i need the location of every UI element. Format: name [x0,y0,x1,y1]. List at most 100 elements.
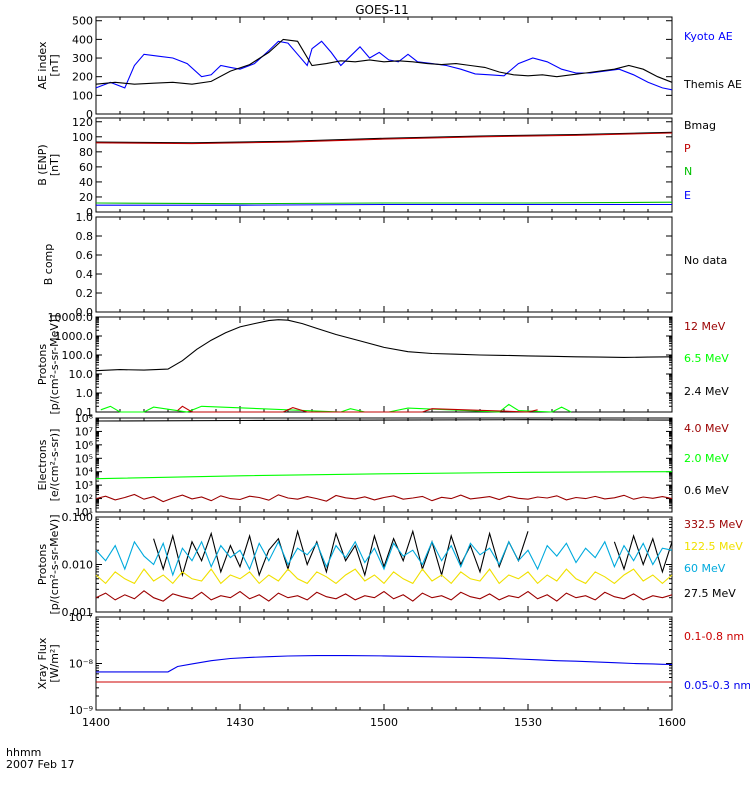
y-tick-label: 1.0 [76,387,94,400]
series-line-60-mev [95,540,673,577]
series-line-6-5-mev [100,403,572,413]
x-tick-label: 1500 [370,716,398,729]
legend-entry: 0.1-0.8 nm [684,630,744,643]
y-tick-label: 100 [72,89,93,102]
legend-entry: E [684,189,691,202]
y-tick-label: 10⁶ [75,439,94,452]
y-tick-label: 120 [72,116,93,129]
y-tick-label: 10⁸ [75,412,94,425]
legend-entry: P [684,142,691,155]
panel-frame [95,516,673,613]
panel-bfield: 0 20 40 60 80 100 120 B (ENP) [nT] Bmag PNE [36,116,716,219]
y-axis-label: AE index [36,41,49,90]
y-tick-label: 0 [86,108,93,121]
legend-entry: 2.0 MeV [684,452,729,465]
series-line-0-05-0-3-nm [96,655,673,673]
y-tick-label: 10000.0 [48,311,94,324]
x-tick-label: 1600 [658,716,686,729]
panel-protons: 0.1 1.0 10.0 100.0 1000.0 10000.0 Protons [p/(c… [36,311,729,419]
y-tick-label: 40 [79,176,93,189]
x-tick-label: 1430 [226,716,254,729]
y-tick-label: 0.1 [76,406,94,419]
series-line-12-mev [177,405,538,413]
y-tick-label: 0.0 [76,306,94,319]
legend-entry: 122.5 MeV [684,540,743,553]
panel-frame [95,16,673,115]
y-tick-label: 10⁻⁷ [69,611,93,624]
legend-entry: 60 MeV [684,562,726,575]
legend-entry: 0.05-0.3 nm [684,679,750,692]
y-tick-label: 100.0 [62,349,94,362]
legend-entry: 2.4 MeV [684,385,729,398]
y-axis-label: B comp [42,244,55,286]
y-tick-label: 60 [79,161,93,174]
y-tick-label: 100 [72,131,93,144]
y-tick-label: 0.8 [76,230,94,243]
y-axis-label: [nT] [48,154,61,176]
legend-entry: No data [684,254,727,267]
y-tick-label: 10⁴ [75,466,94,479]
figure-title: GOES-11 [355,3,409,17]
y-tick-label: 0 [86,206,93,219]
y-axis-label: [e/(cm²-s-sr)] [48,429,61,502]
y-tick-label: 0.100 [62,511,94,524]
series-line-2-0-mev [95,471,673,480]
series-line-themis-ae [95,38,673,85]
footer-date: 2007 Feb 17 [6,758,74,771]
x-tick-label: 1530 [514,716,542,729]
series-line-122-5-mev [95,568,673,585]
series-line-e [96,203,672,206]
legend-entry: Bmag [684,119,716,132]
panel-frame [95,616,673,711]
series-line-bmag [95,131,673,144]
y-tick-label: 0.001 [62,606,94,619]
series-line-27-5-mev [153,529,673,578]
y-tick-label: 500 [72,15,93,28]
y-tick-label: 10¹ [75,506,93,519]
y-tick-label: 1000.0 [55,330,94,343]
legend-entry: 6.5 MeV [684,352,729,365]
y-tick-label: 0.6 [76,249,94,262]
y-axis-label: Protons [36,344,49,385]
y-axis-label: [p/(cm²-s-sr-MeV)] [48,515,61,615]
y-tick-label: 10² [75,493,93,506]
panel-bcomp: 0.0 0.2 0.4 0.6 0.8 1.0 B comp No data [42,211,727,319]
series-line-332-5-mev [95,590,673,602]
series-line-kyoto-ae [95,40,673,91]
panel-hiprotons: 0.001 0.010 0.100 Protons [p/(cm²-s-sr-MeV)]… [36,511,743,619]
y-tick-label: 10⁵ [75,452,93,465]
series-line-n [95,201,673,205]
y-tick-label: 200 [72,71,93,84]
x-tick-label: 1400 [82,716,110,729]
y-axis-label: [nT] [48,54,61,76]
legend-entry: 0.6 MeV [684,484,729,497]
y-tick-label: 10⁻⁸ [69,658,94,671]
series-line-0-6-mev [95,419,673,422]
y-tick-label: 10⁷ [75,425,93,438]
y-tick-label: 300 [72,52,93,65]
y-tick-label: 0.010 [62,559,94,572]
panel-xray: 10⁻⁹ 10⁻⁸ 10⁻⁷ Xray Flux [W/m²] 0.1-0.8 nm 0.0… [36,611,750,717]
panel-ae: 0 100 200 300 400 500 AE index [nT] Kyoto AE Them… [36,15,742,121]
series-line-2-4-mev [95,319,673,372]
series-line-p [95,132,673,145]
y-tick-label: 80 [79,146,93,159]
y-axis-label: Xray Flux [36,637,49,689]
panel-frame [95,216,673,313]
y-tick-label: 20 [79,191,93,204]
legend-entry: 332.5 MeV [684,518,743,531]
panel-frame [95,117,673,213]
legend-entry: N [684,165,692,178]
y-tick-label: 1.0 [76,211,94,224]
y-axis-label: Electrons [36,439,49,490]
legend-entry: Kyoto AE [684,30,733,43]
footer-hhmm: hhmm [6,746,41,759]
legend-entry: 12 MeV [684,320,726,333]
y-axis-label: [W/m²] [48,644,61,682]
y-tick-label: 10³ [75,479,93,492]
y-axis-label: [p/(cm²-s-sr-MeV)] [48,315,61,415]
legend-entry: 27.5 MeV [684,587,736,600]
